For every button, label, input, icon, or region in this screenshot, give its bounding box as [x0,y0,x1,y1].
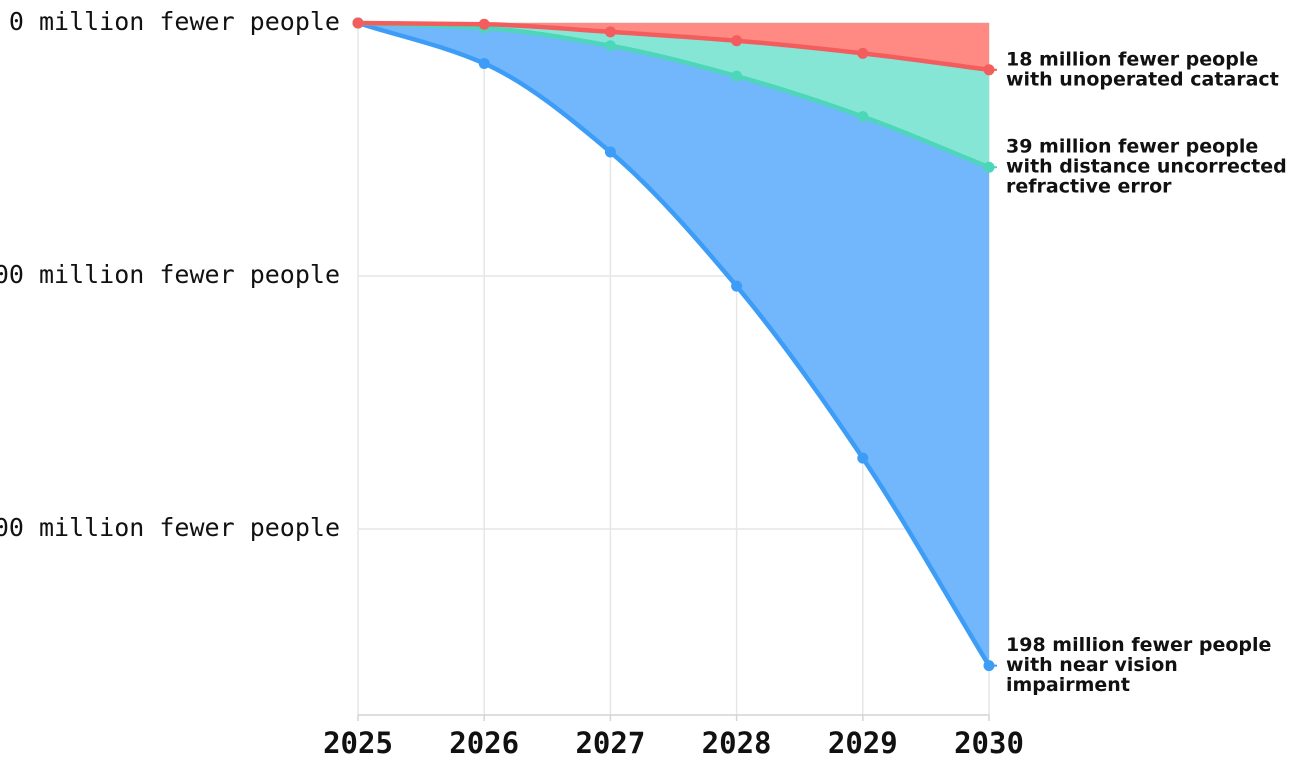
x-tick-label: 2028 [702,726,772,758]
data-point[interactable] [731,70,743,82]
data-point[interactable] [857,111,869,123]
x-tick-label: 2026 [449,726,519,758]
series-area-0 [358,23,989,666]
series-end-label-line: with unoperated cataract [1006,68,1279,90]
series-end-label-line: 198 million fewer people [1006,634,1271,656]
series-line-2 [355,20,992,73]
y-axis-tick-labels: 0 million fewer people 100 million fewer … [0,7,340,542]
y-tick-label: 100 million fewer people [0,260,340,289]
data-point[interactable] [352,17,364,29]
x-axis-tick-labels: 2025 2026 2027 2028 2029 2030 [323,715,1024,758]
x-tick-label: 2030 [954,726,1024,758]
series-area-2 [358,23,989,70]
series-end-label-line: with near vision [1006,654,1178,676]
data-point[interactable] [604,26,616,38]
data-point[interactable] [731,280,743,292]
series-end-label-line: impairment [1006,674,1130,696]
x-tick-label: 2029 [828,726,898,758]
data-point[interactable] [857,47,869,59]
x-tick-label: 2027 [575,726,645,758]
data-point[interactable] [604,146,616,158]
series-line-1 [355,20,992,170]
data-point[interactable] [731,35,743,47]
series-end-label-line: 18 million fewer people [1006,48,1258,70]
series-areas [358,23,989,666]
data-point[interactable] [478,57,490,69]
data-point[interactable] [478,18,490,30]
y-tick-label: 0 million fewer people [9,7,340,36]
series-end-label-line: with distance uncorrected [1006,156,1287,178]
x-tick-label: 2025 [323,726,393,758]
series-area-1 [358,23,989,168]
series-end-label-line: 39 million fewer people [1006,136,1258,158]
data-point[interactable] [604,40,616,52]
data-point[interactable] [857,452,869,464]
series-end-label-line: refractive error [1006,176,1172,198]
data-points [352,17,995,672]
y-tick-label: 200 million fewer people [0,513,340,542]
